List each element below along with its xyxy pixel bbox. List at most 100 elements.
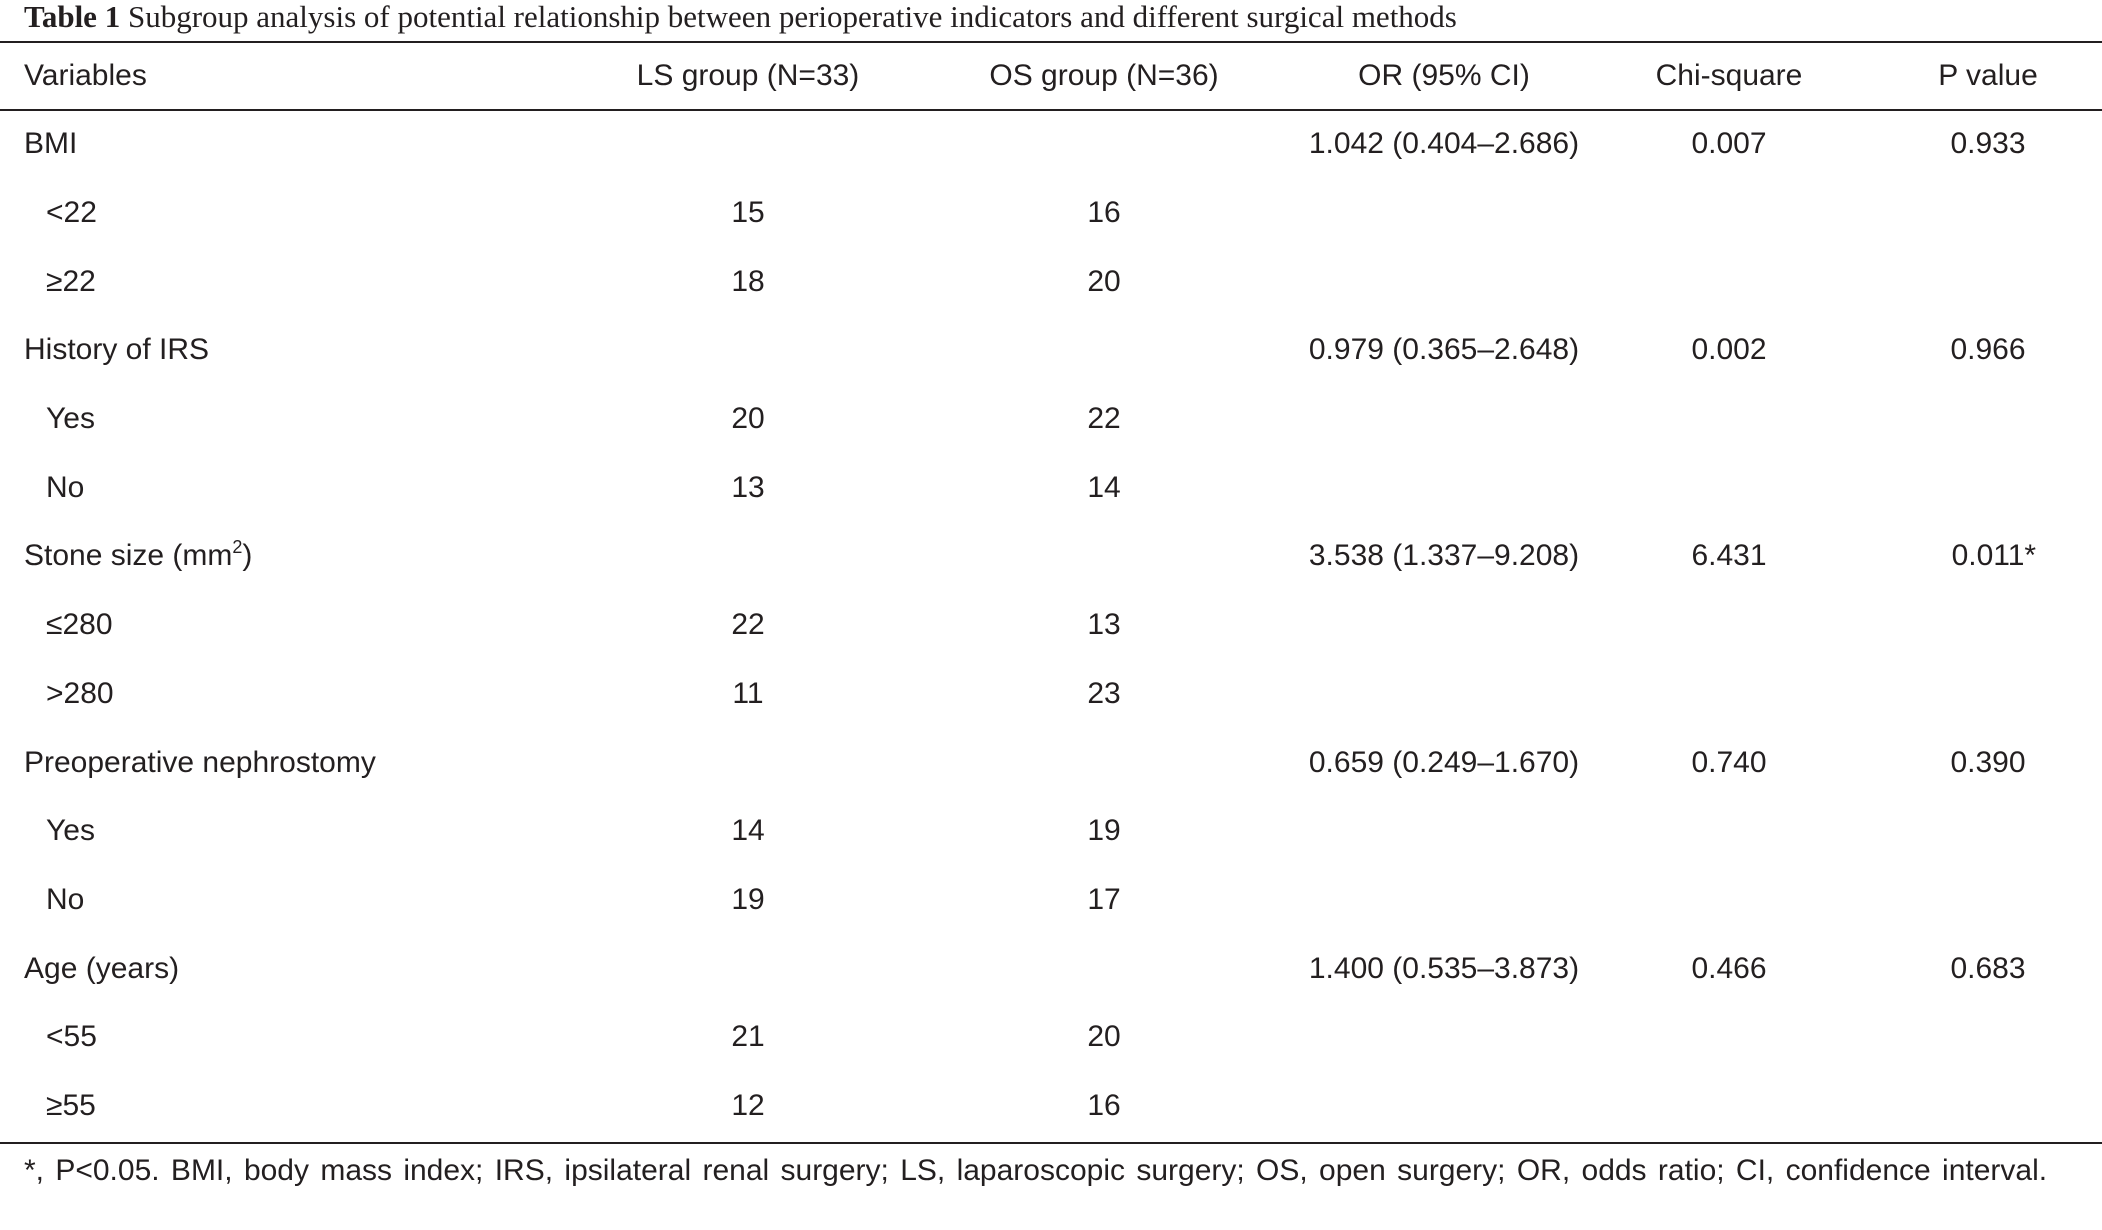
chi-square-cell (1584, 660, 1874, 729)
table-caption-label: Table 1 (24, 0, 121, 34)
chi-square-cell: 6.431 (1691, 539, 1767, 573)
p-value-cell (1874, 1072, 2102, 1141)
p-value-cell (1874, 1003, 2102, 1072)
column-header-os-group: OS group (N=36) (989, 59, 1219, 92)
level-label: No (46, 470, 85, 504)
p-value-cell (1874, 797, 2102, 866)
os-count: 16 (1087, 1088, 1121, 1122)
table-body: BMI 1.042 (0.404–2.686) 0.007 0.933 <22 15 16 ≥… (0, 110, 2102, 1140)
p-value-wrap: 0.933 (1950, 127, 2025, 161)
p-value-cell: 0.390 (1874, 728, 2102, 797)
p-value-cell (1874, 247, 2102, 316)
variable-name-suffix: ) (242, 539, 253, 573)
bottom-rule (0, 1142, 2102, 1144)
header-row: Variables LS group (N=33) OS group (N=36… (0, 42, 2102, 110)
top-rule (0, 41, 2102, 43)
column-header-ls-group: LS group (N=33) (636, 59, 860, 92)
ls-count: 15 (731, 196, 765, 230)
ls-count: 19 (731, 882, 765, 916)
odds-ratio-cell (1304, 385, 1584, 454)
p-value-cell: 0.683 (1874, 934, 2102, 1003)
table-footnote: *, P<0.05. BMI, body mass index; IRS, ip… (24, 1154, 2048, 1187)
ls-group-cell (592, 110, 904, 179)
variable-name-text: History of IRS (24, 333, 210, 367)
ls-count: 11 (732, 676, 764, 710)
os-count: 14 (1087, 470, 1121, 504)
ls-count: 20 (731, 402, 765, 436)
ls-group-cell (592, 728, 904, 797)
ls-group-cell (592, 934, 904, 1003)
os-count: 20 (1087, 264, 1121, 298)
os-group-cell (904, 316, 1304, 385)
level-row: >280 11 23 (0, 660, 2102, 729)
p-value-wrap: 0.683 (1950, 952, 2025, 986)
header-rule (0, 109, 2102, 111)
p-value-cell (1874, 866, 2102, 935)
level-row: Yes 20 22 (0, 385, 2102, 454)
level-label: >280 (46, 676, 114, 710)
odds-ratio-cell (1304, 591, 1584, 660)
level-row: ≥55 12 16 (0, 1072, 2102, 1141)
ls-count: 18 (731, 264, 765, 298)
odds-ratio-cell: 0.979 (0.365–2.648) (1308, 333, 1580, 367)
ls-count: 12 (731, 1088, 765, 1122)
significance-mark: * (2024, 539, 2037, 573)
p-value-cell (1874, 453, 2102, 522)
level-row: <55 21 20 (0, 1003, 2102, 1072)
chi-square-cell: 0.007 (1691, 127, 1767, 161)
level-row: ≥22 18 20 (0, 247, 2102, 316)
odds-ratio-cell: 1.042 (0.404–2.686) (1308, 127, 1580, 161)
variable-row: History of IRS 0.979 (0.365–2.648) 0.002 0.… (0, 316, 2102, 385)
variable-name-text: Age (years) (24, 951, 180, 985)
level-row: <22 15 16 (0, 179, 2102, 248)
os-count: 20 (1087, 1020, 1121, 1054)
chi-square-cell (1584, 1072, 1874, 1141)
p-value: 0.966 (1950, 333, 2026, 367)
os-count: 16 (1087, 196, 1121, 230)
odds-ratio-cell (1304, 866, 1584, 935)
odds-ratio-cell: 3.538 (1.337–9.208) (1308, 539, 1580, 573)
column-header-variables: Variables (24, 59, 147, 92)
os-count: 13 (1087, 608, 1121, 642)
os-group-cell (904, 110, 1304, 179)
column-header-or: OR (95% CI) (1358, 59, 1530, 92)
p-value-wrap: 0.011 * (1951, 539, 2037, 573)
chi-square-cell (1584, 866, 1874, 935)
level-label: ≥55 (46, 1088, 96, 1122)
variable-unit-superscript: 2 (232, 537, 243, 558)
chi-square-cell (1584, 797, 1874, 866)
os-group-cell (904, 934, 1304, 1003)
level-label: Yes (46, 814, 95, 848)
variable-name-text: Stone size (mm (24, 539, 233, 573)
p-value-wrap: 0.390 (1950, 746, 2025, 780)
p-value-cell (1874, 385, 2102, 454)
os-count: 23 (1087, 676, 1121, 710)
odds-ratio-cell (1304, 247, 1584, 316)
odds-ratio-cell (1304, 1072, 1584, 1141)
variable-row: BMI 1.042 (0.404–2.686) 0.007 0.933 (0, 110, 2102, 179)
p-value-cell: 0.966 (1874, 316, 2102, 385)
p-value: 0.683 (1950, 951, 2026, 985)
chi-square-cell: 0.466 (1691, 951, 1767, 985)
ls-count: 14 (731, 814, 765, 848)
level-row: No 19 17 (0, 866, 2102, 935)
ls-group-cell (592, 316, 904, 385)
odds-ratio-cell (1304, 453, 1584, 522)
variable-name-text: Preoperative nephrostomy (24, 745, 376, 779)
os-count: 22 (1087, 402, 1121, 436)
variable-name: Stone size (mm2) (0, 522, 592, 591)
variable-row: Stone size (mm2) 3.538 (1.337–9.208) 6.431… (0, 522, 2102, 591)
odds-ratio-cell: 1.400 (0.535–3.873) (1308, 951, 1580, 985)
level-label: <22 (46, 196, 97, 230)
os-group-cell (904, 522, 1304, 591)
level-label: <55 (46, 1020, 97, 1054)
p-value: 0.933 (1950, 127, 2026, 161)
table-caption-text: Subgroup analysis of potential relations… (127, 0, 1457, 34)
variable-name: Preoperative nephrostomy (0, 728, 592, 797)
ls-group-cell (592, 522, 904, 591)
variable-name-text: BMI (24, 127, 78, 161)
variable-row: Age (years) 1.400 (0.535–3.873) 0.466 0.683 (0, 934, 2102, 1003)
column-header-chi-square: Chi-square (1655, 59, 1803, 92)
odds-ratio-cell (1304, 1003, 1584, 1072)
p-value: 0.011 (1951, 539, 2025, 573)
